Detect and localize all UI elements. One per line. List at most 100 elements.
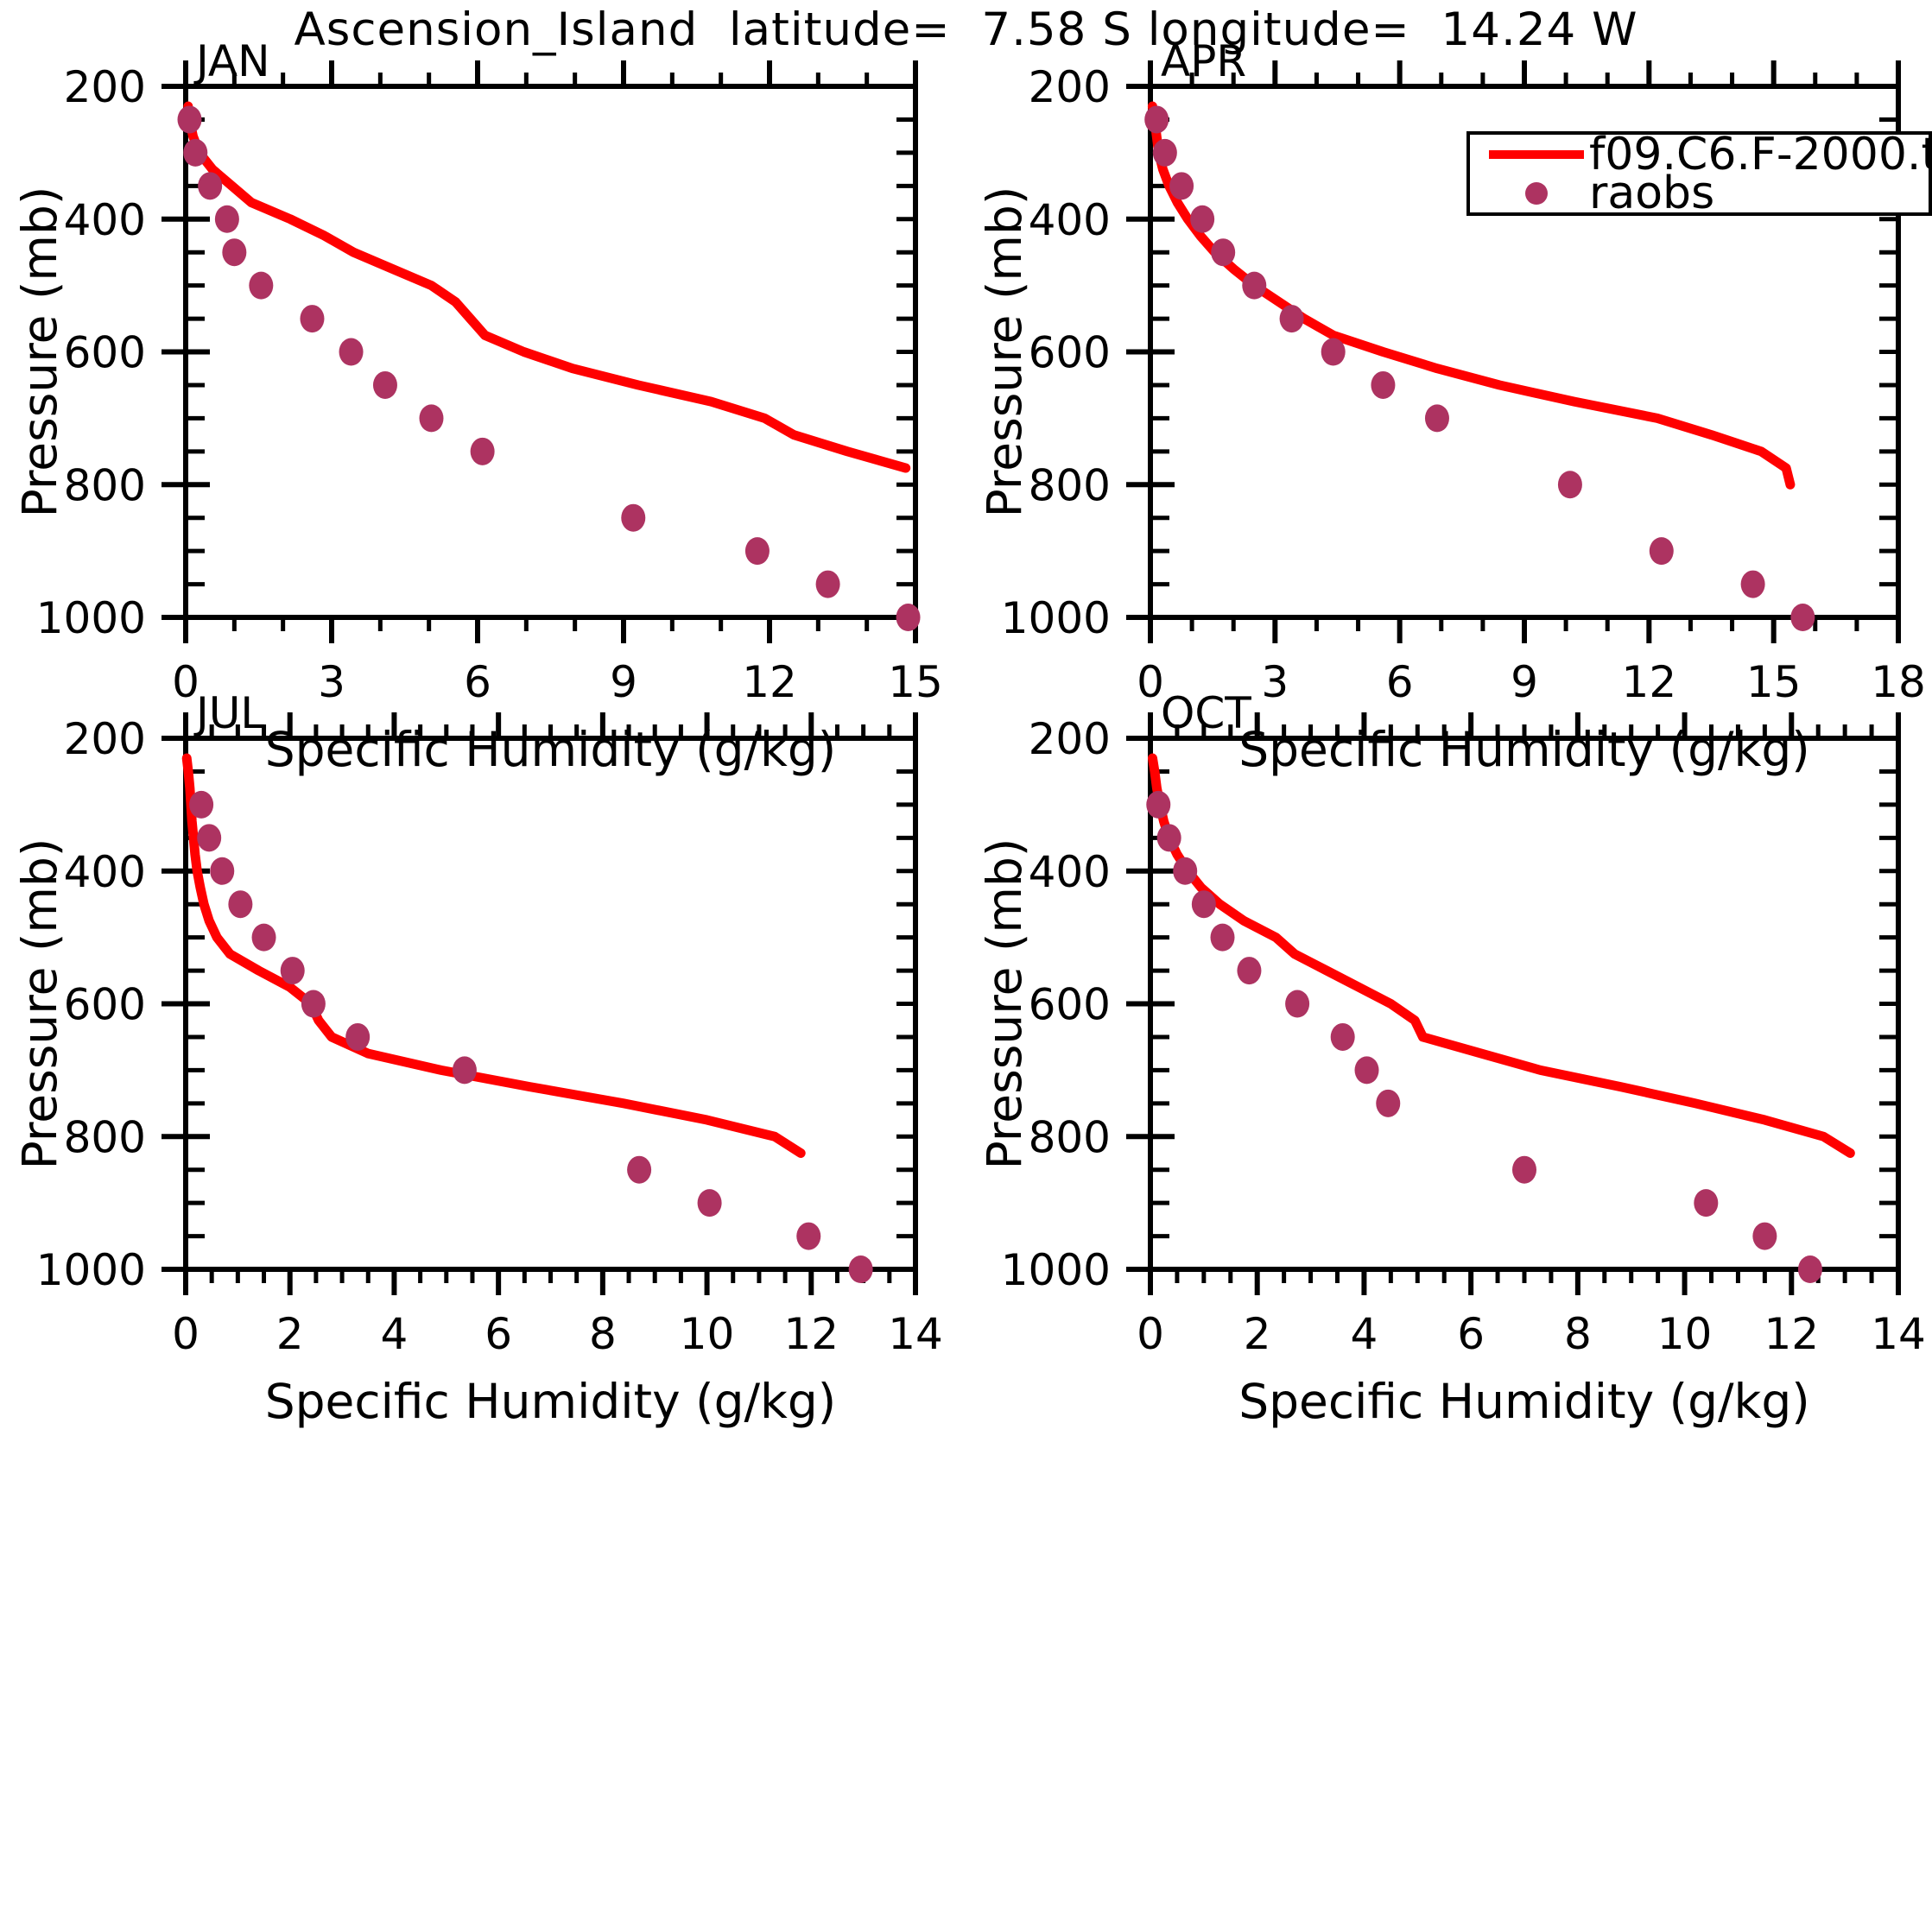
series-marker-raobs	[1144, 105, 1169, 134]
series-marker-raobs	[1279, 305, 1304, 333]
x-tick-label: 10	[680, 1309, 735, 1359]
x-tick-label: 4	[1351, 1309, 1378, 1359]
series-marker-raobs	[627, 1155, 652, 1184]
series-marker-raobs	[214, 205, 239, 233]
x-tick-label: 14	[1871, 1309, 1926, 1359]
panel-title-jul: JUL	[193, 688, 264, 738]
x-tick-label: 15	[888, 657, 943, 707]
x-axis-label: Specific Humidity (g/kg)	[265, 1374, 837, 1429]
x-tick-label: 0	[1137, 657, 1164, 707]
y-axis-label: Pressure (mb)	[12, 838, 67, 1170]
x-tick-label: 12	[742, 657, 797, 707]
y-tick-label: 600	[64, 980, 146, 1030]
panel-title-apr: APR	[1161, 36, 1246, 86]
x-tick-label: 8	[1564, 1309, 1592, 1359]
series-marker-raobs	[1424, 404, 1449, 433]
series-marker-raobs	[470, 437, 495, 465]
x-tick-label: 4	[381, 1309, 409, 1359]
series-marker-raobs	[1752, 1222, 1777, 1250]
legend-label-raobs: raobs	[1589, 167, 1715, 219]
series-marker-raobs	[419, 404, 444, 433]
series-marker-raobs	[1354, 1056, 1379, 1085]
legend-dot-swatch-wrap	[1489, 181, 1584, 205]
series-marker-raobs	[1210, 923, 1235, 952]
series-marker-raobs	[1173, 857, 1198, 885]
y-tick-label: 200	[64, 62, 146, 112]
series-marker-raobs	[1371, 370, 1396, 399]
legend-item-model: f09.C6.F-2000.tf	[1470, 132, 1932, 177]
series-marker-raobs	[1237, 957, 1262, 985]
series-marker-raobs	[301, 990, 326, 1018]
x-tick-label: 9	[610, 657, 637, 707]
y-tick-label: 800	[1029, 1112, 1111, 1162]
x-tick-label: 6	[1457, 1309, 1485, 1359]
series-marker-raobs	[1211, 238, 1236, 267]
y-axis-label: Pressure (mb)	[977, 187, 1032, 518]
y-tick-label: 400	[64, 847, 146, 897]
series-marker-raobs	[1376, 1089, 1401, 1117]
series-marker-raobs	[300, 305, 325, 333]
series-marker-raobs	[177, 105, 202, 134]
panel-jul: 0 2 4 6 8 10 12 14 200 400 600 800 1000 JUL Specific H…	[0, 688, 950, 1929]
series-marker-raobs	[1740, 570, 1765, 598]
series-marker-raobs	[372, 370, 397, 399]
panel-apr: 0 3 6 9 12 15 18 200 400 600 800 1000 APR Specific Hu…	[959, 36, 1932, 777]
series-marker-raobs	[896, 604, 921, 631]
series-marker-raobs	[1152, 138, 1177, 167]
x-tick-label: 0	[172, 657, 200, 707]
series-line-model	[1147, 753, 1855, 1158]
series-marker-raobs	[1694, 1189, 1719, 1217]
series-marker-raobs	[197, 824, 222, 852]
series-marker-raobs	[815, 570, 840, 598]
series-marker-raobs	[222, 238, 247, 267]
y-tick-label: 800	[64, 460, 146, 510]
y-tick-label: 200	[1029, 714, 1111, 764]
series-marker-raobs	[1321, 338, 1346, 366]
x-tick-label: 2	[1244, 1309, 1271, 1359]
y-tick-label: 1000	[1001, 593, 1111, 643]
series-marker-raobs	[796, 1222, 821, 1250]
series-marker-raobs	[198, 172, 223, 200]
x-tick-label: 3	[1261, 657, 1289, 707]
series-marker-raobs	[744, 537, 770, 566]
series-marker-raobs	[1330, 1022, 1355, 1051]
series-marker-raobs	[621, 503, 646, 532]
panel-jan: 0 3 6 9 12 15 200 400 600 800 1000 JAN Specific Humi…	[0, 36, 950, 777]
y-tick-label: 1000	[36, 593, 146, 643]
y-tick-label: 400	[1029, 195, 1111, 245]
x-tick-label: 12	[1764, 1309, 1819, 1359]
x-tick-label: 14	[888, 1309, 943, 1359]
y-tick-label: 800	[64, 1112, 146, 1162]
series-marker-raobs	[339, 338, 364, 366]
series-marker-raobs	[1156, 824, 1181, 852]
series-line-model	[183, 101, 911, 473]
series-marker-raobs	[1557, 471, 1582, 499]
x-tick-label: 0	[172, 1309, 200, 1359]
series-marker-raobs	[1512, 1155, 1536, 1184]
legend-line-swatch	[1489, 149, 1584, 159]
series-marker-raobs	[452, 1056, 477, 1085]
y-tick-label: 800	[1029, 460, 1111, 510]
y-tick-label: 600	[1029, 328, 1111, 378]
y-tick-label: 400	[64, 195, 146, 245]
x-tick-label: 12	[783, 1309, 839, 1359]
x-tick-label: 9	[1511, 657, 1538, 707]
x-tick-label: 10	[1657, 1309, 1713, 1359]
y-tick-label: 1000	[36, 1245, 146, 1295]
x-axis-label: Specific Humidity (g/kg)	[1238, 1374, 1810, 1429]
x-tick-label: 18	[1871, 657, 1926, 707]
series-marker-raobs	[249, 271, 274, 300]
panel-title-jan: JAN	[193, 36, 269, 86]
series-marker-raobs	[228, 890, 253, 919]
x-tick-label: 8	[589, 1309, 617, 1359]
y-tick-label: 1000	[1001, 1245, 1111, 1295]
series-marker-raobs	[251, 923, 276, 952]
y-axis-label: Pressure (mb)	[12, 187, 67, 518]
x-tick-label: 3	[318, 657, 345, 707]
plot-area-oct: 0 2 4 6 8 10 12 14 200 400 600 800 1000 OCT Specific H…	[977, 688, 1926, 1429]
x-tick-label: 12	[1622, 657, 1677, 707]
x-tick-label: 0	[1137, 1309, 1164, 1359]
y-tick-label: 200	[1029, 62, 1111, 112]
